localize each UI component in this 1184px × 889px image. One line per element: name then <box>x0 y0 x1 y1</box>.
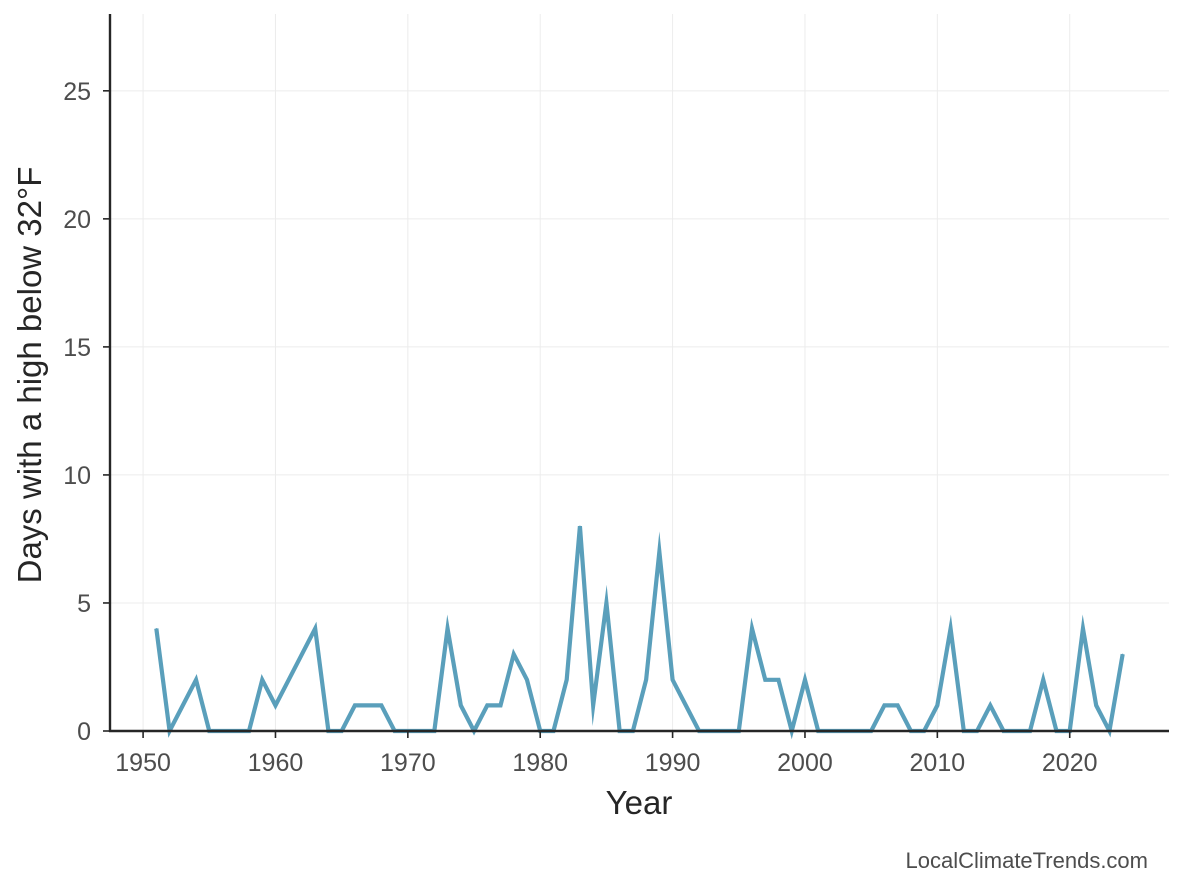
data-point <box>936 704 938 706</box>
y-tick-label: 10 <box>63 462 91 490</box>
series-layer <box>154 525 1125 740</box>
data-point <box>526 679 528 681</box>
axes <box>103 14 1169 738</box>
data-point <box>804 679 806 681</box>
data-point <box>460 704 462 706</box>
data-point <box>1095 704 1097 706</box>
data-point <box>592 704 594 706</box>
data-point <box>274 704 277 706</box>
y-tick-label: 20 <box>63 206 91 234</box>
data-point <box>195 679 197 681</box>
data-point <box>566 679 568 681</box>
data-point <box>645 679 647 681</box>
data-point <box>513 653 515 655</box>
x-tick-label: 1990 <box>645 749 701 777</box>
data-point <box>367 704 369 706</box>
x-tick-label: 1960 <box>248 749 304 777</box>
data-point <box>288 679 290 681</box>
data-point <box>685 704 687 706</box>
watermark-text: LocalClimateTrends.com <box>905 848 1149 873</box>
data-point <box>1082 627 1084 630</box>
series-line <box>154 525 1125 740</box>
y-axis-title: Days with a high below 32°F <box>11 167 48 584</box>
data-point <box>989 704 991 706</box>
x-axis-title: Year <box>606 784 673 821</box>
y-tick-label: 15 <box>63 334 91 362</box>
x-tick-label: 2000 <box>777 749 833 777</box>
data-point <box>446 627 449 630</box>
tick-labels: 1950 1960 1970 1980 1990 2000 2010 2020 0 5 10 15 20… <box>63 78 1097 777</box>
data-point <box>949 627 952 630</box>
data-point <box>301 653 303 655</box>
data-point <box>1042 679 1044 681</box>
y-tick-label: 25 <box>63 78 91 106</box>
y-tick-label: 5 <box>77 590 91 618</box>
x-tick-label: 1970 <box>380 749 436 777</box>
data-point <box>486 704 488 706</box>
data-point <box>499 704 502 706</box>
data-point <box>314 627 316 630</box>
data-point <box>354 704 356 706</box>
data-point <box>605 602 608 604</box>
y-tick-label: 0 <box>77 718 91 746</box>
data-point <box>777 679 780 681</box>
data-point <box>897 704 899 706</box>
grid-lines <box>110 14 1169 732</box>
x-tick-label: 2010 <box>910 749 966 777</box>
data-point <box>764 679 766 681</box>
data-point <box>579 525 581 527</box>
data-point <box>883 704 885 706</box>
data-point <box>380 704 382 706</box>
data-point <box>671 679 674 681</box>
x-tick-label: 2020 <box>1042 749 1098 777</box>
data-point <box>261 679 263 681</box>
data-point <box>751 627 753 630</box>
data-point <box>182 704 184 706</box>
x-tick-label: 1950 <box>115 749 171 777</box>
data-point <box>1122 653 1124 655</box>
data-point <box>155 627 157 630</box>
data-point <box>658 551 660 553</box>
x-tick-label: 1980 <box>512 749 568 777</box>
